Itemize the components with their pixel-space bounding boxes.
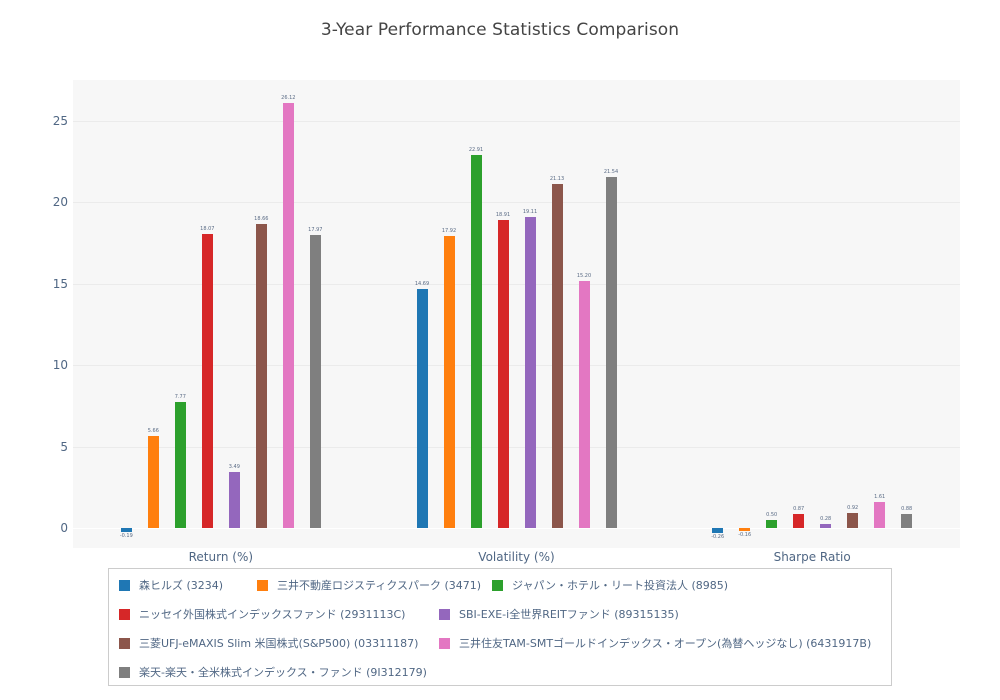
bar[interactable] [793, 514, 805, 529]
bar[interactable] [147, 436, 159, 529]
bar[interactable] [120, 528, 132, 532]
bar[interactable] [847, 513, 859, 529]
legend-label: 三井不動産ロジスティクスパーク (3471) [277, 579, 482, 592]
bar-value-label: 0.87 [793, 506, 805, 513]
bar[interactable] [174, 401, 186, 529]
bar-value-label: 3.49 [228, 463, 240, 470]
legend-swatch-icon [119, 608, 130, 620]
bar[interactable] [820, 523, 832, 529]
legend-item[interactable]: ニッセイ外国株式インデックスファンド (2931113C) [119, 606, 405, 622]
gridline [73, 283, 960, 285]
plot-area: -0.19 5.66 7.77 18.07 3.49 18.66 26.12 17.97 14.… [73, 80, 960, 548]
bar-value-label: 21.54 [603, 169, 619, 176]
bar-value-label: -0.26 [711, 533, 725, 540]
gridline [73, 120, 960, 122]
legend-swatch-icon [439, 637, 450, 649]
bar-value-label: 18.07 [200, 225, 215, 232]
legend-label: 三菱UFJ-eMAXIS Slim 米国株式(S&P500) (03311187… [139, 637, 419, 650]
legend-swatch-icon [439, 608, 450, 620]
x-tick-label: Sharpe Ratio [773, 550, 851, 564]
bar-value-label: 7.77 [174, 393, 186, 400]
bar-value-label: 14.69 [414, 280, 430, 287]
legend-item[interactable]: 三菱UFJ-eMAXIS Slim 米国株式(S&P500) (03311187… [119, 635, 418, 651]
y-tick-label: 15 [52, 276, 68, 291]
zero-baseline [73, 528, 960, 530]
legend-item[interactable]: 楽天-楽天・全米株式インデックス・ファンド (9I312179) [119, 664, 427, 680]
bar[interactable] [416, 288, 428, 529]
bar[interactable] [766, 520, 778, 529]
bar-value-label: 22.91 [468, 146, 484, 153]
bar-value-label: 15.20 [576, 272, 592, 279]
legend-swatch-icon [119, 579, 130, 591]
bar-value-label: 18.66 [254, 216, 269, 223]
bar[interactable] [443, 236, 455, 529]
bar-value-label: -0.19 [119, 532, 133, 539]
bar[interactable] [874, 502, 886, 529]
bar-value-label: 5.66 [147, 428, 159, 435]
legend-swatch-icon [119, 666, 130, 678]
legend-label: ジャパン・ホテル・リート投資法人 (8985) [512, 579, 729, 592]
chart-title: 3-Year Performance Statistics Comparison [320, 20, 680, 40]
bar[interactable] [712, 528, 724, 533]
legend-label: SBI-EXE-i全世界REITファンド (89315135) [459, 608, 679, 621]
bar[interactable] [739, 528, 751, 532]
gridline [73, 202, 960, 204]
bar[interactable] [497, 220, 509, 529]
bar[interactable] [282, 102, 294, 529]
y-tick-label: 10 [52, 358, 68, 373]
gridline [73, 365, 960, 367]
y-tick-label: 20 [52, 195, 68, 210]
x-tick-label: Return (%) [188, 550, 254, 564]
legend-label: 森ヒルズ (3234) [139, 579, 224, 592]
bar-value-label: -0.16 [738, 532, 752, 539]
bar[interactable] [551, 183, 563, 529]
y-tick-label: 5 [60, 439, 68, 454]
bar-value-label: 0.88 [901, 506, 913, 513]
bar-value-label: 17.97 [308, 227, 323, 234]
legend-label: 三井住友TAM-SMTゴールドインデックス・オープン(為替ヘッジなし) (643… [459, 637, 872, 650]
bar-value-label: 0.28 [820, 515, 832, 522]
legend-label: ニッセイ外国株式インデックスファンド (2931113C) [139, 608, 406, 621]
bar-value-label: 0.92 [847, 505, 859, 512]
bar[interactable] [255, 224, 267, 529]
gridline [73, 446, 960, 448]
legend-swatch-icon [492, 579, 503, 591]
chart-legend[interactable]: 森ヒルズ (3234) 三井不動産ロジスティクスパーク (3471) ジャパン・ホテ… [108, 568, 892, 686]
bar[interactable] [605, 177, 617, 529]
bar-value-label: 21.13 [549, 175, 565, 182]
bar-value-label: 17.92 [441, 228, 457, 235]
legend-item[interactable]: 森ヒルズ (3234) [119, 577, 223, 593]
legend-item[interactable]: 三井住友TAM-SMTゴールドインデックス・オープン(為替ヘッジなし) (643… [439, 635, 871, 651]
bar[interactable] [578, 280, 590, 529]
bar[interactable] [228, 471, 240, 529]
legend-item[interactable]: SBI-EXE-i全世界REITファンド (89315135) [439, 606, 679, 622]
y-tick-label: 25 [52, 113, 68, 128]
legend-label: 楽天-楽天・全米株式インデックス・ファンド (9I312179) [139, 666, 427, 679]
bar-value-label: 18.91 [495, 212, 511, 219]
y-axis-title: Values [0, 271, 3, 314]
legend-swatch-icon [119, 637, 130, 649]
legend-item[interactable]: ジャパン・ホテル・リート投資法人 (8985) [492, 577, 728, 593]
bar-value-label: 19.11 [522, 208, 538, 215]
legend-item[interactable]: 三井不動産ロジスティクスパーク (3471) [257, 577, 481, 593]
y-tick-label: 0 [60, 521, 68, 536]
bar-value-label: 26.12 [281, 94, 296, 101]
bar[interactable] [201, 233, 213, 529]
bar-value-label: 0.50 [766, 512, 778, 519]
legend-swatch-icon [257, 579, 268, 591]
bar[interactable] [470, 154, 482, 529]
bar[interactable] [524, 216, 536, 529]
bar-value-label: 1.61 [874, 494, 886, 501]
bar[interactable] [901, 514, 913, 529]
x-tick-label: Volatility (%) [478, 550, 555, 564]
bar[interactable] [309, 235, 321, 529]
